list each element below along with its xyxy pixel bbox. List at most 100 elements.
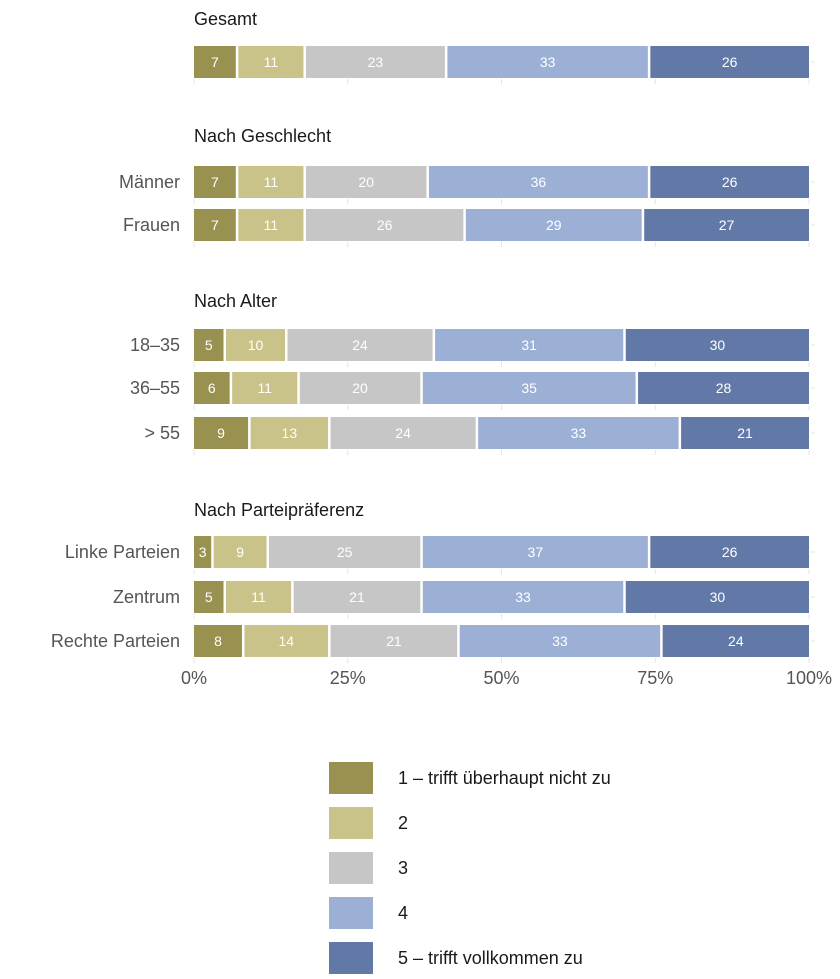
group-title: Nach Alter: [194, 291, 277, 311]
row-label: Frauen: [123, 215, 180, 235]
bar-segment: [213, 536, 267, 568]
x-tick-label: 100%: [786, 668, 832, 688]
bar-value-label: 28: [716, 380, 732, 396]
bar-value-label: 6: [208, 380, 216, 396]
row-label: Zentrum: [113, 587, 180, 607]
x-tick-label: 75%: [637, 668, 673, 688]
bar-value-label: 20: [358, 174, 374, 190]
bar-value-label: 10: [248, 337, 264, 353]
bar-value-label: 21: [349, 589, 365, 605]
bar-segment: [244, 625, 329, 657]
bar-segment: [422, 581, 624, 613]
legend-swatch: [329, 897, 373, 929]
bar-value-label: 3: [199, 544, 207, 560]
bar-value-label: 11: [264, 174, 279, 190]
bar-segment: [435, 329, 624, 361]
bar-segment: [465, 209, 642, 241]
bar-segment: [232, 372, 298, 404]
row-label: > 55: [144, 423, 180, 443]
bar-value-label: 11: [257, 380, 272, 396]
bar-segment: [299, 372, 421, 404]
legend-swatch: [329, 762, 373, 794]
bar-segment: [194, 536, 212, 568]
bar-segment: [422, 536, 648, 568]
legend-swatch: [329, 852, 373, 884]
group-title: Nach Geschlecht: [194, 126, 331, 146]
bar-segment: [459, 625, 661, 657]
bar-value-label: 24: [395, 425, 411, 441]
bar-value-label: 20: [352, 380, 368, 396]
bar-value-label: 23: [368, 54, 384, 70]
bar-value-label: 37: [528, 544, 544, 560]
bar-value-label: 31: [521, 337, 537, 353]
row-label: 18–35: [130, 335, 180, 355]
bar-segment: [194, 46, 236, 78]
bar-segment: [250, 417, 329, 449]
row-label: Rechte Parteien: [51, 631, 180, 651]
bar-segment: [238, 209, 304, 241]
bar-segment: [625, 329, 809, 361]
bar-segment: [681, 417, 809, 449]
bar-segment: [305, 209, 464, 241]
bar-value-label: 33: [552, 633, 568, 649]
bar-segment: [194, 329, 224, 361]
bar-value-label: 27: [719, 217, 735, 233]
bar-value-label: 7: [211, 54, 219, 70]
bar-value-label: 35: [521, 380, 537, 396]
row-label: Linke Parteien: [65, 542, 180, 562]
bar-value-label: 21: [737, 425, 753, 441]
bar-value-label: 26: [722, 54, 738, 70]
bar-value-label: 13: [282, 425, 298, 441]
bar-segment: [447, 46, 648, 78]
group-title: Nach Parteipräferenz: [194, 500, 364, 520]
bar-value-label: 11: [264, 217, 279, 233]
legend-swatch: [329, 807, 373, 839]
bar-value-label: 26: [377, 217, 393, 233]
bar-segment: [226, 329, 285, 361]
bar-value-label: 21: [386, 633, 402, 649]
bar-segment: [293, 581, 421, 613]
bar-value-label: 30: [710, 589, 726, 605]
legend-swatch: [329, 942, 373, 974]
bar-segment: [226, 581, 292, 613]
group-title: Gesamt: [194, 9, 257, 29]
row-label: 36–55: [130, 378, 180, 398]
bar-value-label: 9: [217, 425, 225, 441]
bar-value-label: 30: [710, 337, 726, 353]
bar-segment: [194, 581, 224, 613]
bar-value-label: 11: [251, 589, 266, 605]
bar-value-label: 36: [531, 174, 547, 190]
bar-value-label: 26: [722, 174, 738, 190]
bar-segment: [194, 209, 236, 241]
row-label: Männer: [119, 172, 180, 192]
bar-segment: [305, 166, 427, 198]
bar-value-label: 14: [278, 633, 294, 649]
bar-segment: [644, 209, 809, 241]
bar-value-label: 8: [214, 633, 222, 649]
bar-segment: [478, 417, 679, 449]
bar-segment: [428, 166, 648, 198]
bar-segment: [305, 46, 445, 78]
bar-value-label: 25: [337, 544, 353, 560]
bar-value-label: 5: [205, 337, 213, 353]
bar-segment: [238, 166, 304, 198]
bar-segment: [194, 417, 249, 449]
bar-value-label: 24: [352, 337, 368, 353]
legend-label: 1 – trifft überhaupt nicht zu: [398, 768, 611, 788]
bar-value-label: 7: [211, 217, 219, 233]
bar-segment: [287, 329, 433, 361]
bar-segment: [638, 372, 809, 404]
bar-segment: [330, 625, 458, 657]
legend-label: 3: [398, 858, 408, 878]
bar-segment: [194, 166, 236, 198]
bar-value-label: 7: [211, 174, 219, 190]
bar-value-label: 11: [264, 54, 279, 70]
bar-value-label: 9: [236, 544, 244, 560]
bar-value-label: 33: [515, 589, 531, 605]
bar-segment: [269, 536, 421, 568]
x-tick-label: 50%: [483, 668, 519, 688]
bar-value-label: 29: [546, 217, 562, 233]
x-tick-label: 0%: [181, 668, 207, 688]
bar-segment: [194, 372, 230, 404]
